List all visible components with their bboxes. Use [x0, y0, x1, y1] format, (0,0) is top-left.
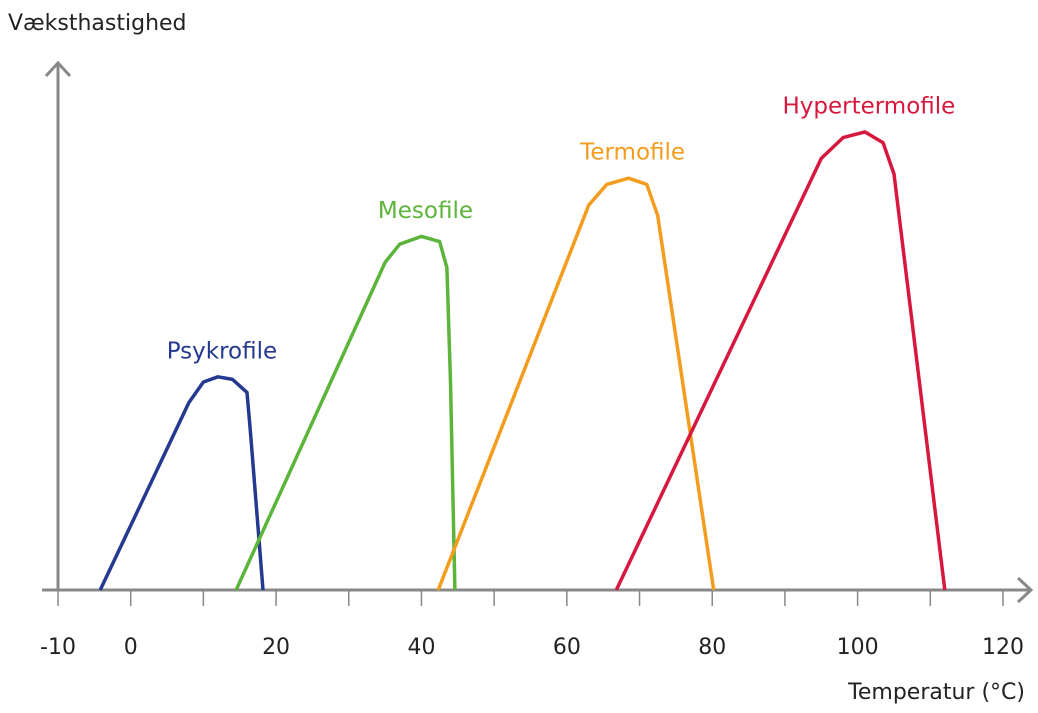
series-label: Termofile	[579, 140, 685, 166]
series-line	[614, 130, 947, 591]
x-axis-title: Temperatur (°C)	[847, 680, 1025, 705]
axes	[42, 60, 1034, 604]
series-label: Psykrofile	[167, 338, 277, 364]
x-tick-label: 60	[553, 635, 581, 660]
x-tick-label: 80	[698, 635, 726, 660]
series-label: Mesofile	[378, 198, 473, 224]
x-tick-label: 0	[124, 635, 138, 660]
series-line	[436, 176, 716, 591]
series-line	[234, 234, 457, 591]
x-tick-label: 20	[262, 635, 290, 660]
x-tick-label: 120	[982, 635, 1024, 660]
y-axis-arrow	[44, 60, 72, 78]
y-axis-title: Væksthastighed	[8, 11, 187, 36]
x-tick-label: 100	[837, 635, 879, 660]
x-tick-label: 40	[407, 635, 435, 660]
x-tick-label: -10	[40, 635, 76, 660]
series-line	[98, 375, 265, 591]
series-label: Hypertermofile	[782, 93, 955, 119]
x-axis-arrow	[1016, 576, 1034, 604]
